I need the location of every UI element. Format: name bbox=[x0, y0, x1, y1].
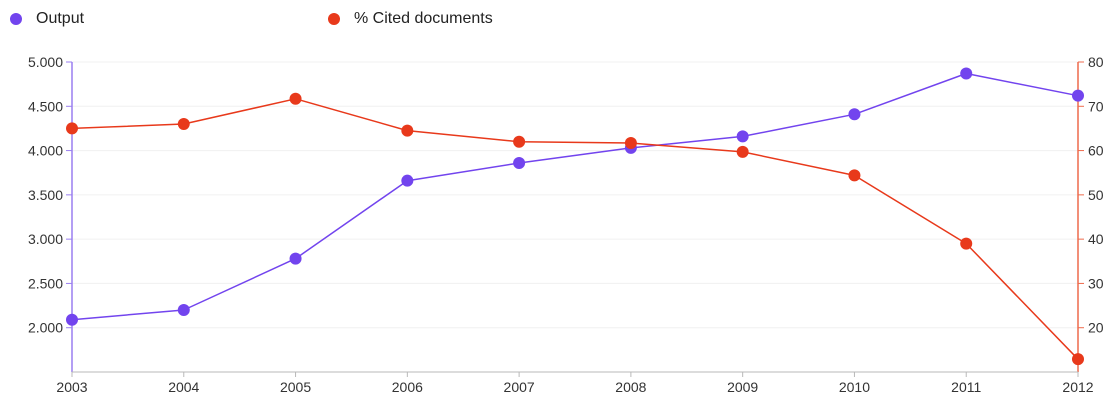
left-axis-tick-label: 2.500 bbox=[28, 275, 63, 291]
output-data-point bbox=[736, 130, 749, 143]
output-data-point bbox=[1072, 89, 1084, 102]
x-axis-tick-label: 2009 bbox=[727, 379, 758, 395]
x-axis-tick-label: 2006 bbox=[392, 379, 423, 395]
output-series-line bbox=[71, 72, 1079, 321]
output-data-point bbox=[289, 252, 302, 265]
cited-data-point bbox=[960, 237, 973, 250]
x-axis-tick-label: 2005 bbox=[280, 379, 311, 395]
x-axis-tick-label: 2003 bbox=[56, 379, 87, 395]
output-data-point bbox=[401, 174, 414, 187]
cited-data-point bbox=[848, 169, 861, 182]
left-axis-tick-label: 2.000 bbox=[28, 320, 63, 336]
left-axis-tick-label: 4.000 bbox=[28, 143, 63, 159]
output-data-point bbox=[177, 304, 190, 316]
right-axis-tick-label: 20 bbox=[1088, 320, 1104, 336]
right-axis-tick-label: 30 bbox=[1088, 275, 1104, 291]
output-data-point bbox=[513, 156, 526, 169]
cited-data-point bbox=[736, 145, 749, 158]
cited-data-point bbox=[66, 122, 78, 135]
x-axis-tick-label: 2007 bbox=[504, 379, 535, 395]
x-axis-tick-label: 2004 bbox=[168, 379, 199, 395]
cited-data-point bbox=[513, 135, 526, 148]
x-axis-tick-label: 2011 bbox=[951, 379, 981, 395]
x-axis-tick-label: 2012 bbox=[1062, 379, 1093, 395]
left-axis-tick-label: 4.500 bbox=[28, 98, 63, 114]
x-axis-tick-label: 2010 bbox=[839, 379, 870, 395]
legend-cited[interactable]: % Cited documents bbox=[328, 8, 493, 30]
right-axis-tick-label: 50 bbox=[1088, 187, 1104, 203]
output-legend-marker bbox=[10, 13, 22, 25]
output-data-point bbox=[848, 108, 861, 121]
cited-series-line bbox=[71, 98, 1079, 360]
output-legend-label: Output bbox=[36, 10, 85, 27]
left-axis-tick-label: 5.000 bbox=[28, 54, 63, 70]
left-axis-tick-label: 3.500 bbox=[28, 187, 63, 203]
cited-legend-label: % Cited documents bbox=[354, 10, 493, 27]
cited-data-point bbox=[289, 92, 302, 105]
right-axis-tick-label: 70 bbox=[1088, 98, 1104, 114]
right-axis-tick-label: 60 bbox=[1088, 143, 1104, 159]
legend-output[interactable]: Output bbox=[10, 8, 84, 30]
output-data-point bbox=[66, 313, 78, 326]
cited-legend-marker bbox=[328, 13, 340, 25]
cited-data-point bbox=[1072, 353, 1084, 366]
output-data-point bbox=[960, 67, 973, 80]
left-axis-tick-label: 3.000 bbox=[28, 231, 63, 247]
right-axis-tick-label: 80 bbox=[1088, 54, 1104, 70]
x-axis-tick-label: 2008 bbox=[615, 379, 646, 395]
cited-data-point bbox=[624, 137, 637, 150]
cited-data-point bbox=[177, 118, 190, 130]
cited-data-point bbox=[401, 124, 414, 137]
right-axis-tick-label: 40 bbox=[1088, 231, 1104, 247]
